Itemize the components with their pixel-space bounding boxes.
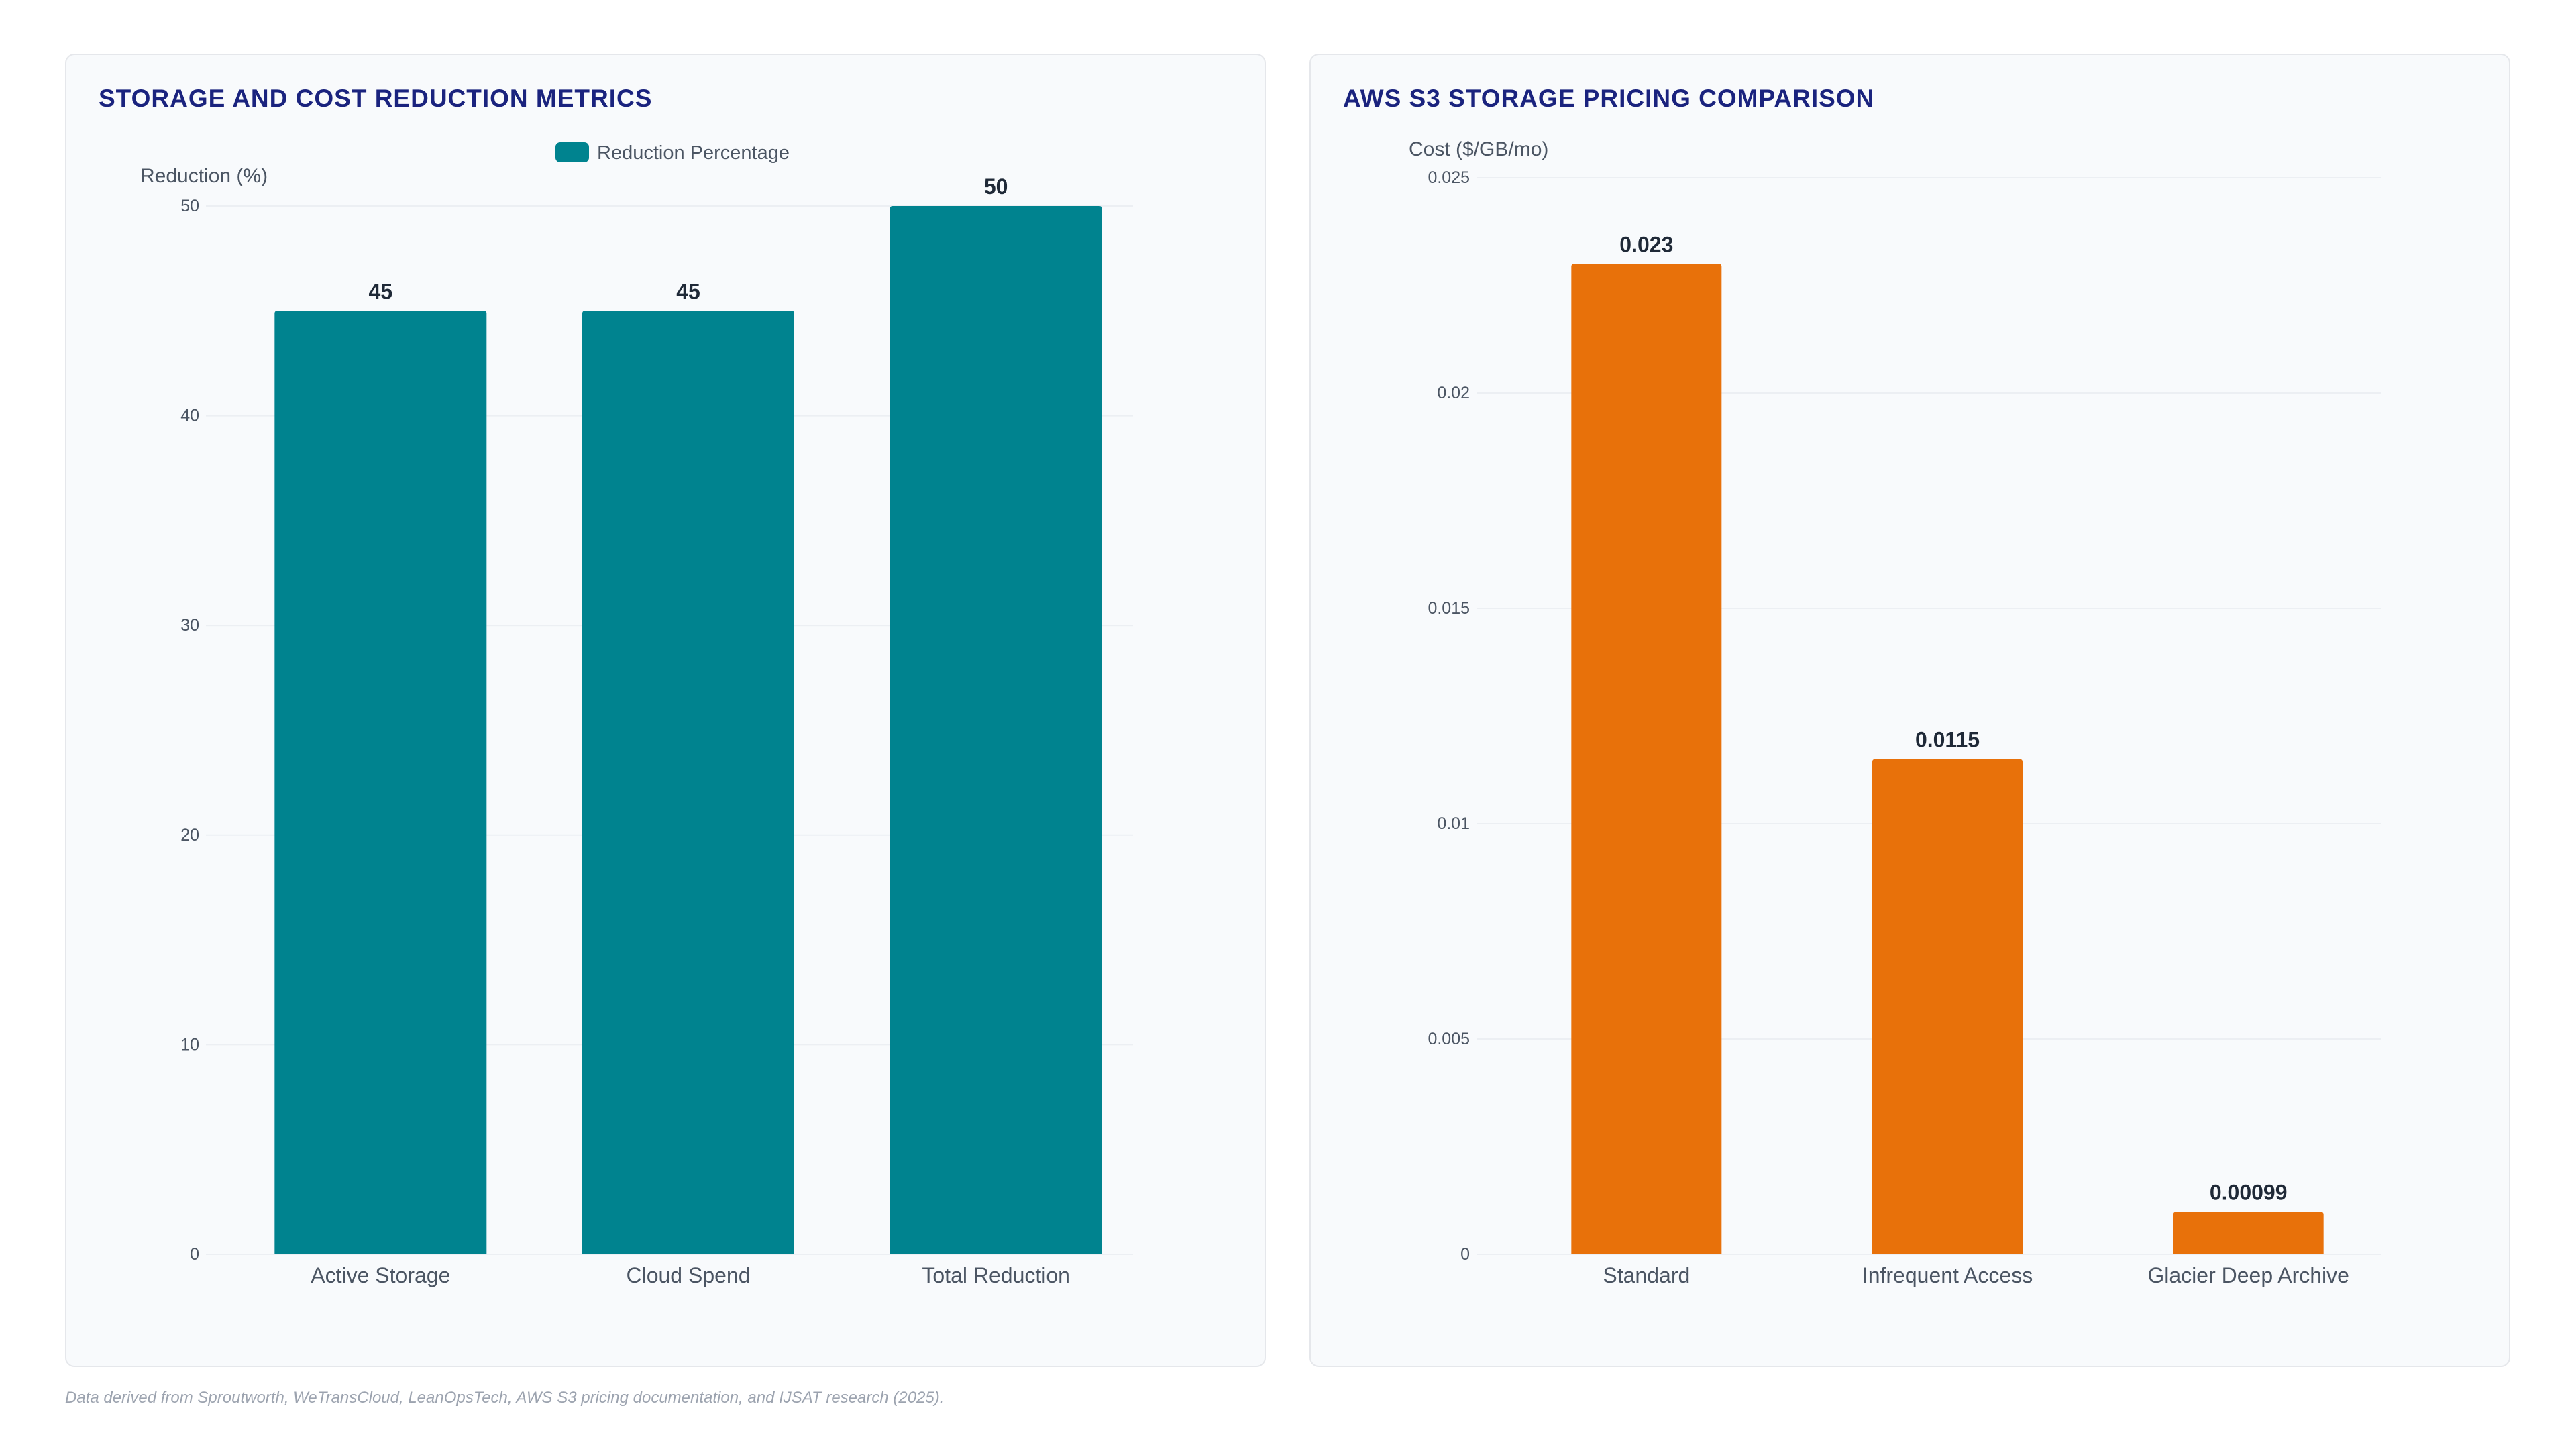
pricing-bar-chart: 0 0.005 0.01 0.015 0.02 0.025 Cost ($/GB/mo) 0.… [1409, 138, 2381, 1287]
y-tick-label: 40 [180, 407, 199, 425]
chart-title: AWS S3 STORAGE PRICING COMPARISON [1343, 85, 1875, 112]
y-tick-label: 0.01 [1437, 814, 1470, 833]
y-axis-title: Cost ($/GB/mo) [1409, 138, 1548, 160]
reduction-chart-panel: STORAGE AND COST REDUCTION METRICS 0 10 20… [65, 54, 1266, 1367]
x-tick-label: Cloud Spend [626, 1263, 750, 1287]
data-label: 0.023 [1619, 232, 1673, 256]
bar [582, 311, 794, 1254]
y-tick-label: 0.015 [1428, 599, 1470, 618]
bar [890, 206, 1102, 1254]
y-tick-label: 0.02 [1437, 384, 1470, 402]
legend-label: Reduction Percentage [597, 142, 790, 164]
y-tick-label: 10 [180, 1035, 199, 1054]
x-tick-label: Infrequent Access [1862, 1263, 2033, 1287]
x-tick-label: Active Storage [311, 1263, 450, 1287]
pricing-chart-panel: AWS S3 STORAGE PRICING COMPARISON 0 0.005… [1309, 54, 2510, 1367]
y-axis-title: Reduction (%) [140, 165, 268, 187]
reduction-bar-chart: 0 10 20 30 40 50 Reduction (%) 45 Active Storage… [140, 142, 1133, 1287]
bar [2173, 1212, 2324, 1254]
data-label: 0.0115 [1915, 728, 1980, 752]
data-label: 50 [984, 174, 1008, 199]
data-label: 45 [676, 279, 700, 303]
legend-swatch [555, 142, 589, 162]
data-label: 0.00099 [2210, 1180, 2288, 1204]
x-tick-label: Standard [1603, 1263, 1690, 1287]
y-tick-label: 0 [190, 1245, 199, 1264]
chart-title: STORAGE AND COST REDUCTION METRICS [99, 85, 653, 112]
y-tick-label: 0.005 [1428, 1030, 1470, 1049]
y-tick-label: 0.025 [1428, 168, 1470, 187]
x-tick-label: Glacier Deep Archive [2147, 1263, 2349, 1287]
bar [1571, 264, 1722, 1254]
source-footnote: Data derived from Sproutworth, WeTransCl… [65, 1389, 945, 1407]
y-tick-label: 20 [180, 826, 199, 845]
y-tick-label: 0 [1460, 1245, 1470, 1264]
y-tick-label: 50 [180, 197, 199, 215]
bar [1872, 759, 2023, 1254]
bar [274, 311, 487, 1254]
x-tick-label: Total Reduction [922, 1263, 1070, 1287]
data-label: 45 [369, 279, 393, 303]
y-tick-label: 30 [180, 616, 199, 635]
